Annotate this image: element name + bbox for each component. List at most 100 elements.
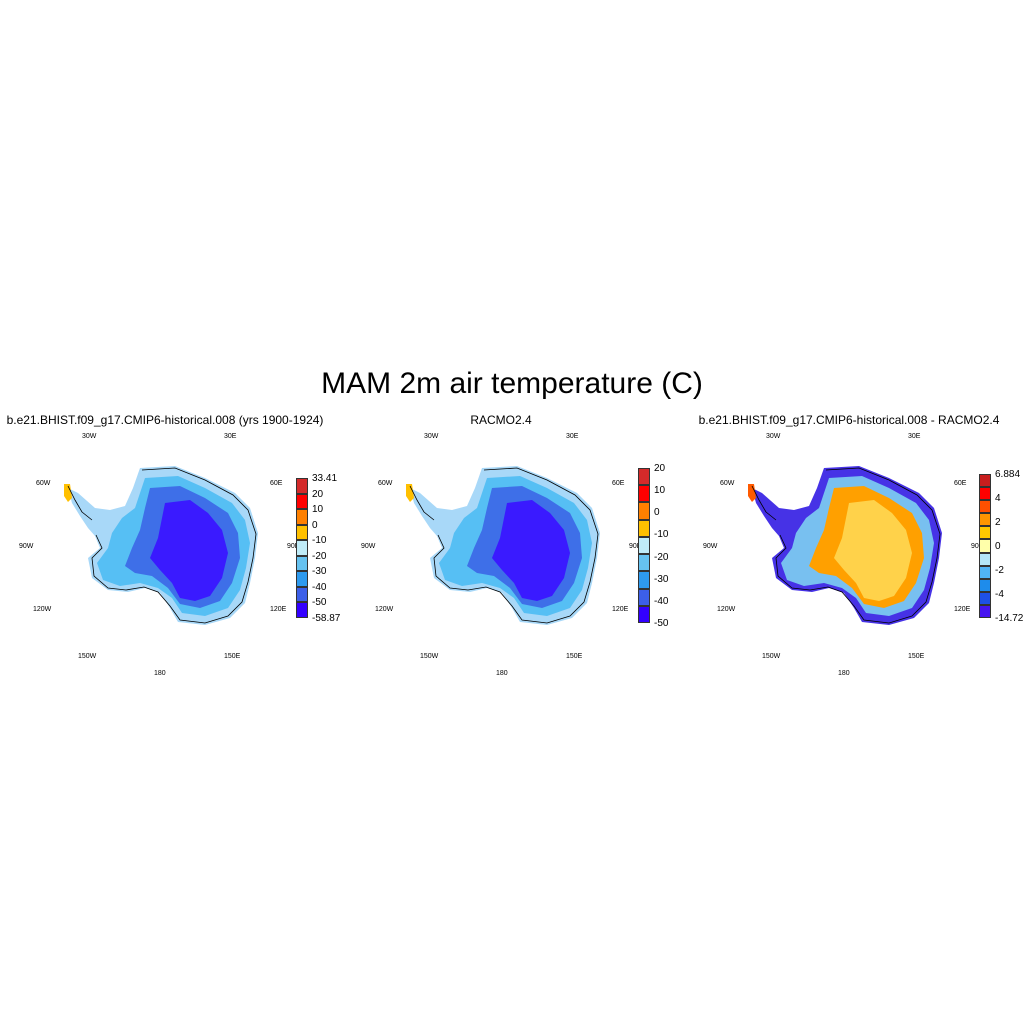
colorbar-label: -40 bbox=[312, 581, 327, 593]
lon-label: 60W bbox=[378, 480, 393, 487]
colorbar-label: 0 bbox=[995, 541, 1001, 552]
lon-label: 120W bbox=[375, 606, 394, 613]
colorbar: 33.41 20 10 0 -10 -20 -30 -40 -50 -58.87 bbox=[296, 473, 340, 624]
panel-difference: b.e21.BHIST.f09_g17.CMIP6-historical.008… bbox=[684, 408, 1024, 688]
lon-label: 120E bbox=[954, 606, 971, 613]
colorbar-swatch bbox=[979, 539, 991, 553]
antarctica-map bbox=[406, 466, 600, 625]
colorbar-swatch bbox=[638, 485, 650, 503]
main-title: MAM 2m air temperature (C) bbox=[321, 367, 703, 400]
lon-label: 60E bbox=[612, 480, 625, 487]
colorbar-swatch bbox=[979, 552, 991, 566]
lon-label: 150E bbox=[224, 653, 241, 660]
colorbar-swatch bbox=[296, 555, 308, 572]
panel-title: b.e21.BHIST.f09_g17.CMIP6-historical.008… bbox=[6, 413, 324, 427]
region-interior bbox=[492, 500, 570, 601]
lon-label: 30E bbox=[224, 433, 237, 440]
lon-label: 180 bbox=[838, 670, 850, 677]
colorbar-swatch bbox=[638, 536, 650, 555]
antarctica-map bbox=[64, 466, 258, 625]
region-warm-edge bbox=[64, 484, 72, 502]
colorbar-label: -40 bbox=[654, 595, 669, 607]
lon-label: 150W bbox=[420, 653, 439, 660]
peninsula-coastline bbox=[409, 485, 435, 521]
colorbar-label: -10 bbox=[654, 529, 669, 541]
lon-label: 60W bbox=[720, 480, 735, 487]
colorbar-label: -20 bbox=[312, 550, 327, 562]
lon-label: 150E bbox=[908, 653, 925, 660]
colorbar-swatch bbox=[638, 554, 650, 572]
colorbar-swatch bbox=[638, 605, 650, 623]
colorbar-swatch bbox=[638, 502, 650, 520]
colorbar-swatch bbox=[979, 500, 991, 514]
region-warm-edge bbox=[406, 484, 414, 502]
colorbar-swatch bbox=[979, 604, 991, 618]
region-interior bbox=[150, 500, 228, 601]
lon-label: 150W bbox=[762, 653, 781, 660]
lon-label: 120W bbox=[717, 606, 736, 613]
lon-label: 30W bbox=[766, 433, 781, 440]
colorbar-label: -30 bbox=[654, 573, 669, 585]
colorbar-label: 10 bbox=[654, 485, 666, 497]
colorbar-swatch bbox=[979, 487, 991, 501]
colorbar-label: -50 bbox=[654, 618, 669, 629]
peninsula-coastline bbox=[67, 485, 93, 521]
lon-label: 30W bbox=[82, 433, 97, 440]
lon-label: 120W bbox=[33, 606, 52, 613]
panel-model: b.e21.BHIST.f09_g17.CMIP6-historical.008… bbox=[0, 408, 341, 688]
colorbar-label: -30 bbox=[312, 566, 327, 578]
colorbar-label: -2 bbox=[995, 565, 1004, 576]
colorbar: 6.884 4 2 0 -2 -4 -14.721 bbox=[979, 469, 1024, 624]
colorbar-label: -50 bbox=[312, 597, 327, 609]
region-warm-edge bbox=[748, 484, 756, 502]
colorbar-label: 4 bbox=[995, 493, 1001, 504]
colorbar-label: 0 bbox=[312, 519, 318, 531]
colorbar-swatch bbox=[638, 571, 650, 589]
colorbar-label: -58.87 bbox=[312, 613, 341, 624]
colorbar: 20 10 0 -10 -20 -30 -40 -50 bbox=[638, 463, 668, 629]
colorbar-label: -10 bbox=[312, 535, 327, 547]
lon-label: 120E bbox=[270, 606, 287, 613]
colorbar-label: -20 bbox=[654, 551, 669, 563]
lon-label: 90W bbox=[19, 543, 34, 550]
colorbar-swatch bbox=[296, 602, 308, 618]
lon-label: 120E bbox=[612, 606, 629, 613]
lon-label: 90W bbox=[361, 543, 376, 550]
colorbar-label: -4 bbox=[995, 589, 1004, 600]
lon-label: 60E bbox=[270, 480, 283, 487]
coastline bbox=[433, 467, 599, 624]
panel-racmo: RACMO2.4 30W 30E 60W 60E 90W 90E 120W 12… bbox=[342, 408, 682, 688]
colorbar-label: 33.41 bbox=[312, 473, 338, 484]
colorbar-label: 2 bbox=[995, 517, 1001, 528]
lon-label: 30W bbox=[424, 433, 439, 440]
lon-label: 180 bbox=[496, 670, 508, 677]
colorbar-swatch bbox=[979, 474, 991, 488]
colorbar-swatch bbox=[296, 586, 308, 603]
lon-label: 180 bbox=[154, 670, 166, 677]
lon-label: 60W bbox=[36, 480, 51, 487]
coastline bbox=[91, 467, 257, 624]
colorbar-swatch bbox=[296, 478, 308, 494]
lon-label: 90W bbox=[703, 543, 718, 550]
lon-label: 60E bbox=[954, 480, 967, 487]
panel-title: b.e21.BHIST.f09_g17.CMIP6-historical.008… bbox=[698, 413, 1000, 427]
colorbar-swatch bbox=[296, 509, 308, 525]
colorbar-swatch bbox=[638, 519, 650, 537]
colorbar-swatch bbox=[979, 591, 991, 605]
colorbar-label: 20 bbox=[312, 488, 324, 500]
colorbar-swatch bbox=[296, 524, 308, 541]
colorbar-swatch bbox=[638, 588, 650, 606]
colorbar-swatch bbox=[979, 513, 991, 527]
lon-label: 90E bbox=[629, 543, 642, 550]
lon-label: 90E bbox=[287, 543, 300, 550]
colorbar-label: 6.884 bbox=[995, 469, 1021, 480]
colorbar-label: 10 bbox=[312, 504, 324, 516]
colorbar-swatch bbox=[638, 468, 650, 486]
lon-label: 30E bbox=[908, 433, 921, 440]
colorbar-label: -14.721 bbox=[995, 613, 1024, 624]
antarctica-map bbox=[748, 466, 942, 625]
coastline bbox=[775, 467, 941, 624]
colorbar-swatch bbox=[296, 540, 308, 556]
lon-label: 150E bbox=[566, 653, 583, 660]
panel-title: RACMO2.4 bbox=[470, 413, 532, 427]
